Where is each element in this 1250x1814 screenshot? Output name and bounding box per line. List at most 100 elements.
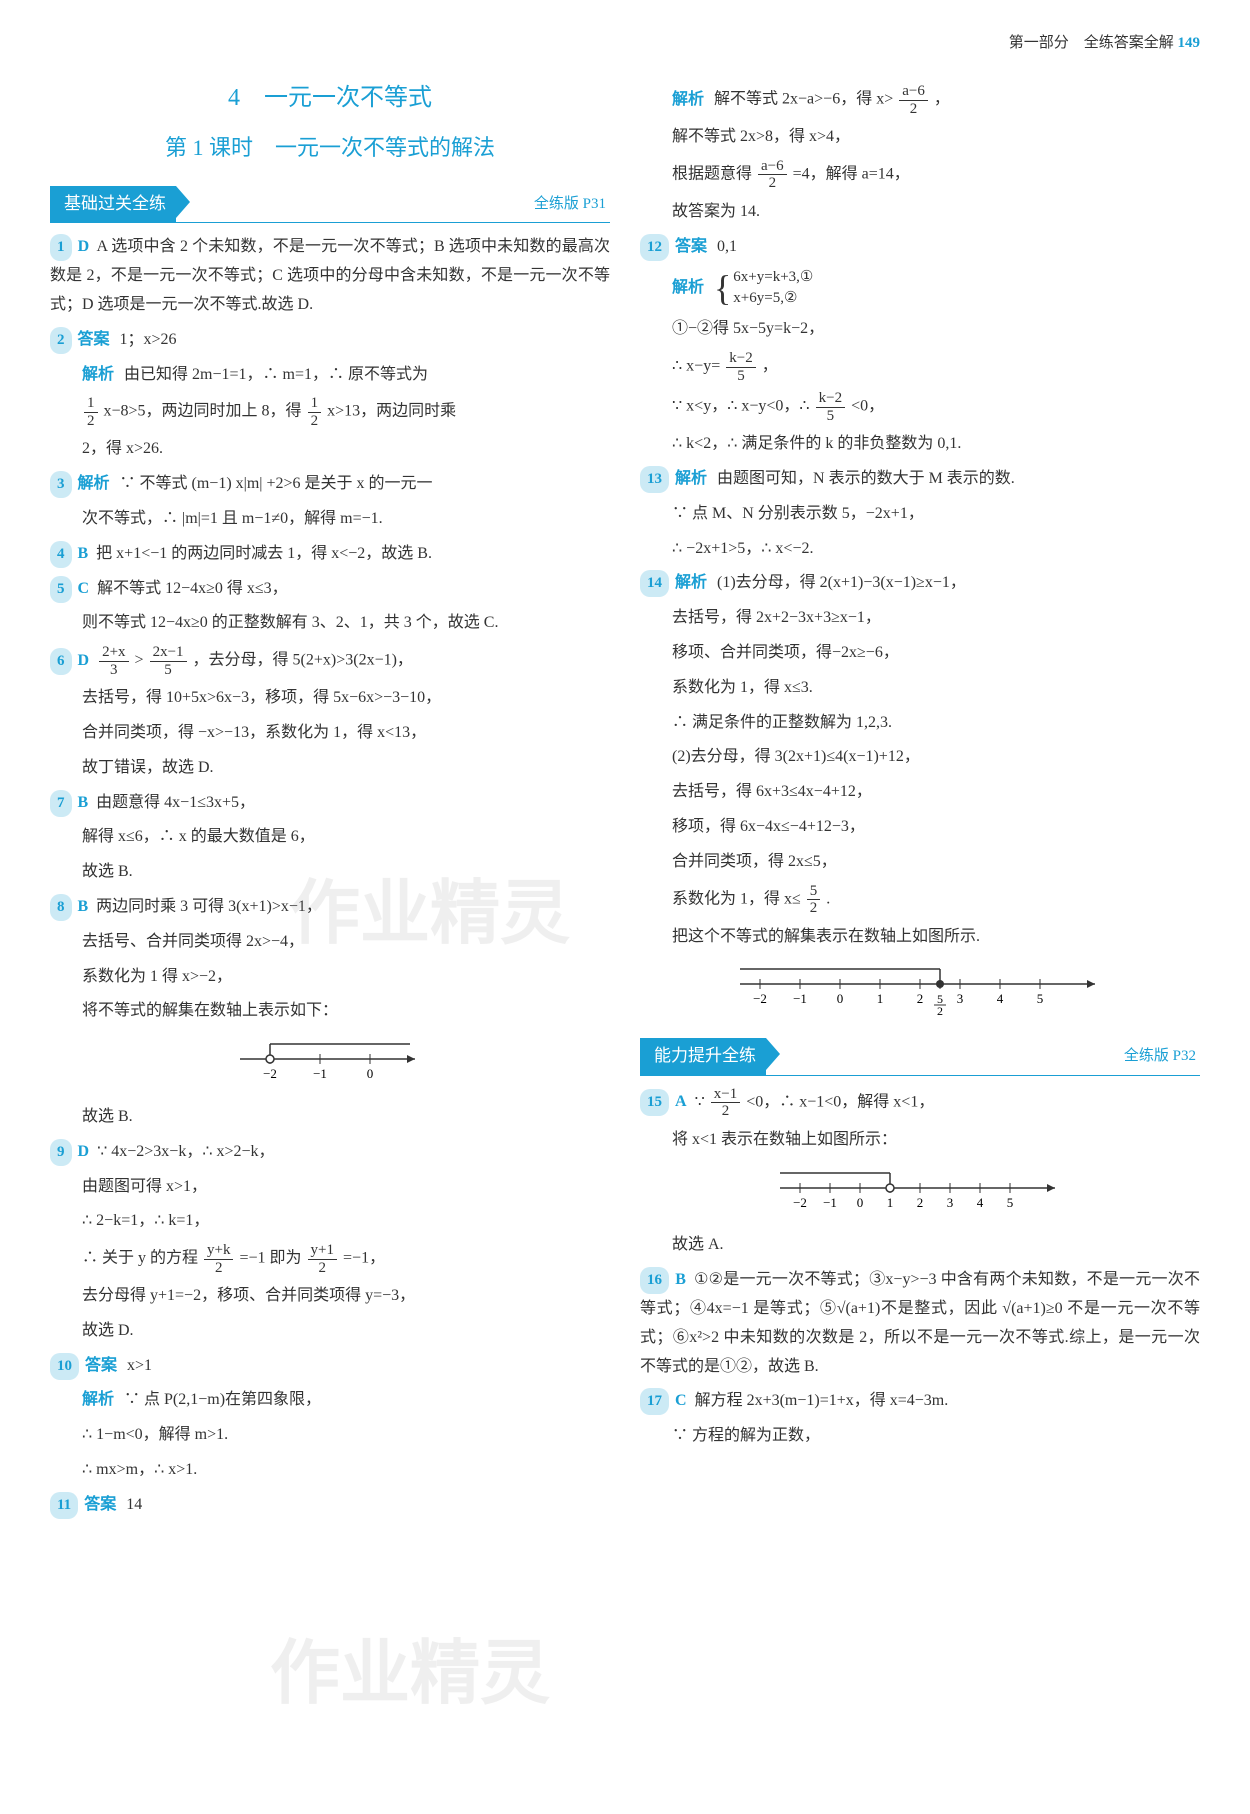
q-number: 6 (50, 648, 72, 675)
q9-l6: 故选 D. (50, 1317, 610, 1346)
q-number: 7 (50, 790, 72, 817)
q3-l1: ∵ 不等式 (m−1) x|m| +2>6 是关于 x 的一元一 (120, 475, 433, 492)
svg-text:0: 0 (367, 1066, 374, 1081)
q14-p1-l5: ∴ 满足条件的正整数解为 1,2,3. (640, 709, 1200, 738)
q15-numberline: −2 −1 0 1 2 3 4 5 (640, 1163, 1200, 1224)
q-number: 2 (50, 327, 72, 354)
section-ref: 全练版 P32 (1124, 1043, 1200, 1070)
q9-l3: ∴ 2−k=1，∴ k=1， (50, 1207, 610, 1236)
q-number: 15 (640, 1089, 669, 1116)
chapter-title: 4 一元一次不等式 (50, 77, 610, 120)
q12: 12 答案 0,1 (640, 233, 1200, 262)
q-number: 9 (50, 1139, 72, 1166)
right-column: 解析 解不等式 2x−a>−6，得 x> a−62 ， 解不等式 2x>8，得 … (640, 77, 1200, 1526)
q14-p2-l1: (2)去分母，得 3(2x+1)≤4(x−1)+12， (640, 743, 1200, 772)
q5-l2: 则不等式 12−4x≥0 的正整数解有 3、2、1，共 3 个，故选 C. (50, 609, 610, 638)
q12-l1: ①−②得 5x−5y=k−2， (640, 315, 1200, 344)
section-label: 能力提升全练 (640, 1038, 766, 1075)
q6-l3: 合并同类项，得 −x>−13，系数化为 1，得 x<13， (50, 719, 610, 748)
section-ref: 全练版 P31 (534, 191, 610, 218)
page-header: 第一部分 全练答案全解 149 (50, 30, 1200, 57)
answer-letter: B (78, 545, 89, 562)
answer-letter: B (675, 1271, 686, 1288)
answer-letter: B (78, 898, 89, 915)
q-number: 4 (50, 541, 72, 568)
q15-l2: 将 x<1 表示在数轴上如图所示： (640, 1126, 1200, 1155)
q9-l5: 去分母得 y+1=−2，移项、合并同类项得 y=−3， (50, 1282, 610, 1311)
q2-analysis: 解析 由已知得 2m−1=1，∴ m=1，∴ 原不等式为 (50, 361, 610, 390)
q16: 16 B ①②是一元一次不等式；③x−y>−3 中含有两个未知数，不是一元一次不… (640, 1266, 1200, 1381)
q2-l3: 2，得 x>26. (50, 435, 610, 464)
q14: 14 解析 (1)去分母，得 2(x+1)−3(x−1)≥x−1， (640, 569, 1200, 598)
q9-l1: ∵ 4x−2>3x−k，∴ x>2−k， (97, 1143, 274, 1160)
q5: 5 C 解不等式 12−4x≥0 得 x≤3， (50, 575, 610, 604)
q8-l4: 将不等式的解集在数轴上表示如下： (50, 997, 610, 1026)
svg-text:−1: −1 (793, 991, 807, 1006)
q12-ans: 0,1 (717, 238, 737, 255)
watermark: 作业精灵 (270, 1610, 550, 1736)
q13-l3: ∴ −2x+1>5，∴ x<−2. (640, 535, 1200, 564)
q10-l2: ∴ 1−m<0，解得 m>1. (50, 1421, 610, 1450)
analysis-label: 解析 (675, 574, 707, 591)
q6-l4: 故丁错误，故选 D. (50, 754, 610, 783)
q11: 11 答案 14 (50, 1491, 610, 1520)
page-number: 149 (1178, 35, 1201, 51)
q10-ans: x>1 (127, 1357, 152, 1374)
q2-l1: 由已知得 2m−1=1，∴ m=1，∴ 原不等式为 (124, 366, 428, 383)
q1: 1 D A 选项中含 2 个未知数，不是一元一次不等式；B 选项中未知数的最高次… (50, 233, 610, 319)
q11-ans: 14 (126, 1496, 142, 1513)
answer-letter: C (78, 580, 90, 597)
q7-l1: 由题意得 4x−1≤3x+5， (96, 794, 255, 811)
header-part: 第一部分 全练答案全解 (1009, 35, 1174, 51)
q9-l2: 由题图可得 x>1， (50, 1173, 610, 1202)
svg-text:1: 1 (877, 991, 884, 1006)
q17-l2: ∵ 方程的解为正数， (640, 1422, 1200, 1451)
q8-l2: 去括号、合并同类项得 2x>−4， (50, 928, 610, 957)
lesson-title: 第 1 课时 一元一次不等式的解法 (50, 128, 610, 168)
svg-text:0: 0 (837, 991, 844, 1006)
q9: 9 D ∵ 4x−2>3x−k，∴ x>2−k， (50, 1138, 610, 1167)
q15-l3: 故选 A. (640, 1231, 1200, 1260)
answer-letter: D (78, 1143, 90, 1160)
q2-ans: 1；x>26 (120, 331, 177, 348)
analysis-label: 解析 (672, 91, 704, 108)
q-number: 1 (50, 234, 72, 261)
answer-label: 答案 (84, 1496, 116, 1513)
svg-text:4: 4 (997, 991, 1004, 1006)
svg-text:−1: −1 (823, 1195, 837, 1210)
svg-text:−2: −2 (753, 991, 767, 1006)
q16-text: ①②是一元一次不等式；③x−y>−3 中含有两个未知数，不是一元一次不等式；④4… (640, 1271, 1200, 1374)
q14-p2-l6: 把这个不等式的解集表示在数轴上如图所示. (640, 923, 1200, 952)
q9-l4: ∴ 关于 y 的方程 y+k2 =−1 即为 y+12 =−1， (50, 1242, 610, 1276)
q14-p1-l3: 移项、合并同类项，得−2x≥−6， (640, 639, 1200, 668)
q5-l1: 解不等式 12−4x≥0 得 x≤3， (97, 580, 288, 597)
svg-text:2: 2 (917, 1195, 924, 1210)
q2: 2 答案 1；x>26 (50, 326, 610, 355)
q-number: 14 (640, 570, 669, 597)
analysis-label: 解析 (82, 366, 114, 383)
answer-letter: B (78, 794, 89, 811)
svg-text:1: 1 (887, 1195, 894, 1210)
q11-l2: 解不等式 2x>8，得 x>4， (640, 123, 1200, 152)
svg-text:−1: −1 (313, 1066, 327, 1081)
q3: 3 解析 ∵ 不等式 (m−1) x|m| +2>6 是关于 x 的一元一 (50, 470, 610, 499)
q12-l4: ∴ k<2，∴ 满足条件的 k 的非负整数为 0,1. (640, 430, 1200, 459)
q8-l3: 系数化为 1 得 x>−2， (50, 963, 610, 992)
answer-label: 答案 (675, 238, 707, 255)
q7-l3: 故选 B. (50, 858, 610, 887)
q17-l1: 解方程 2x+3(m−1)=1+x，得 x=4−3m. (695, 1392, 949, 1409)
analysis-label: 解析 (82, 1391, 114, 1408)
svg-text:−2: −2 (793, 1195, 807, 1210)
svg-text:5: 5 (1007, 1195, 1014, 1210)
q8-numberline: −2 −1 0 (50, 1034, 610, 1095)
q10: 10 答案 x>1 (50, 1352, 610, 1381)
answer-label: 答案 (78, 331, 110, 348)
q4: 4 B 把 x+1<−1 的两边同时减去 1，得 x<−2，故选 B. (50, 540, 610, 569)
q11-l3: 根据题意得 a−62 =4，解得 a=14， (640, 158, 1200, 192)
q6: 6 D 2+x3 > 2x−15 ，去分母，得 5(2+x)>3(2x−1)， (50, 644, 610, 678)
q4-text: 把 x+1<−1 的两边同时减去 1，得 x<−2，故选 B. (96, 545, 432, 562)
answer-letter: D (78, 238, 90, 255)
q8: 8 B 两边同时乘 3 可得 3(x+1)>x−1， (50, 893, 610, 922)
q14-p2-l4: 合并同类项，得 2x≤5， (640, 848, 1200, 877)
q12-l3: ∵ x<y，∴ x−y<0，∴ k−25 <0， (640, 390, 1200, 424)
